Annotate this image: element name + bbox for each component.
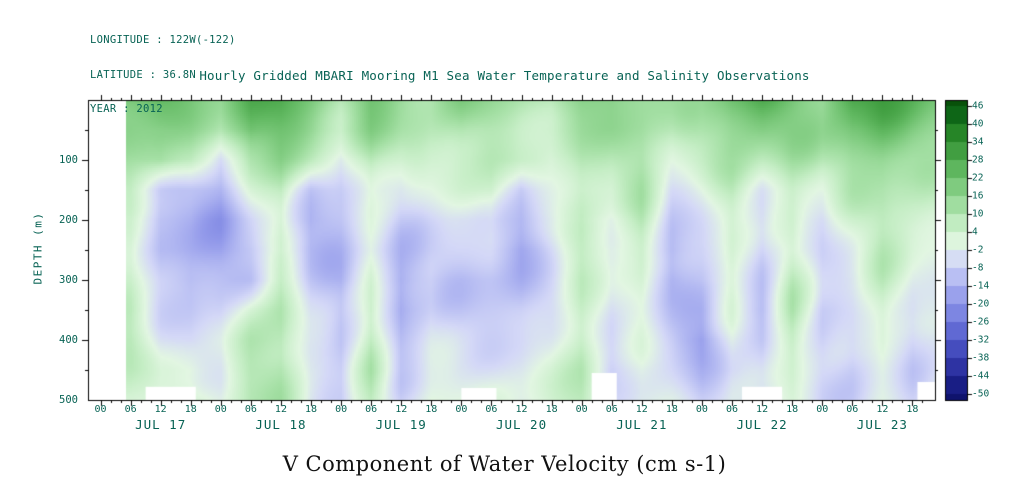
y-tick-label: 200 [59, 214, 78, 226]
variable-title: V Component of Water Velocity (cm s-1) [282, 452, 727, 476]
colorbar-tick-label: -32 [972, 334, 990, 346]
x-hour-tick-label: 18 [665, 404, 678, 415]
x-hour-tick-label: 00 [575, 404, 588, 415]
plot-title: Hourly Gridded MBARI Mooring M1 Sea Wate… [199, 68, 810, 83]
x-day-label: JUL 19 [375, 417, 427, 432]
x-day-label: JUL 18 [255, 417, 307, 432]
x-hour-tick-label: 18 [184, 404, 197, 415]
colorbar-tick-label: -50 [972, 388, 990, 400]
x-hour-tick-label: 00 [816, 404, 829, 415]
x-day-label: JUL 17 [135, 417, 187, 432]
y-tick-label: 400 [59, 334, 78, 346]
x-hour-tick-label: 06 [244, 404, 257, 415]
colorbar-tick-label: 28 [972, 154, 984, 166]
x-hour-tick-label: 06 [725, 404, 739, 415]
header-info: LONGITUDE : 122W(-122) LATITUDE : 36.8N … [90, 12, 236, 139]
x-hour-tick-label: 00 [455, 404, 468, 415]
colorbar-tick-label: -8 [972, 262, 984, 274]
x-hour-tick-label: 00 [335, 404, 348, 415]
colorbar-tick-label: 46 [972, 100, 984, 112]
y-tick-label: 500 [59, 394, 78, 406]
colorbar-tick-label: -38 [972, 352, 990, 364]
x-hour-tick-label: 18 [425, 404, 438, 415]
x-day-label: JUL 23 [856, 417, 908, 432]
colorbar-tick-label: 16 [972, 190, 984, 202]
x-hour-tick-label: 12 [274, 404, 287, 415]
colorbar-tick-label: -26 [972, 316, 990, 328]
x-hour-tick-label: 18 [304, 404, 318, 415]
x-hour-tick-label: 12 [756, 404, 769, 415]
x-hour-tick-label: 00 [214, 404, 227, 415]
x-hour-tick-label: 00 [94, 404, 107, 415]
x-hour-tick-label: 06 [846, 404, 859, 415]
colorbar-tick-label: 40 [972, 118, 984, 130]
x-day-label: JUL 21 [616, 417, 668, 432]
x-hour-tick-label: 12 [635, 404, 648, 415]
year-label: YEAR : 2012 [90, 103, 163, 115]
colorbar-tick-label: -20 [972, 298, 990, 310]
longitude-label: LONGITUDE : 122W(-122) [90, 34, 236, 46]
x-hour-tick-label: 12 [515, 404, 528, 415]
x-hour-tick-label: 18 [906, 404, 919, 415]
colorbar-tick-label: -2 [972, 244, 984, 256]
colorbar-tick-label: 4 [972, 226, 978, 238]
colorbar-tick-label: -14 [972, 280, 990, 292]
x-hour-tick-label: 12 [154, 404, 167, 415]
x-hour-tick-label: 06 [485, 404, 498, 415]
y-tick-label: 300 [59, 274, 78, 286]
x-day-label: JUL 22 [736, 417, 788, 432]
x-hour-tick-label: 06 [365, 404, 378, 415]
colorbar-tick-label: 22 [972, 172, 984, 184]
x-hour-tick-label: 06 [124, 404, 137, 415]
colorbar-tick-label: 10 [972, 208, 984, 220]
y-tick-label: 100 [59, 154, 78, 166]
x-hour-tick-label: 12 [395, 404, 408, 415]
x-hour-tick-label: 00 [695, 404, 708, 415]
latitude-label: LATITUDE : 36.8N [90, 68, 196, 81]
x-hour-tick-label: 06 [605, 404, 618, 415]
x-day-label: JUL 20 [495, 417, 548, 432]
colorbar-tick-label: 34 [972, 136, 984, 148]
x-hour-tick-label: 18 [545, 404, 558, 415]
x-hour-tick-label: 12 [876, 404, 889, 415]
colorbar-tick-label: -44 [972, 370, 990, 382]
x-hour-tick-label: 18 [786, 404, 799, 415]
